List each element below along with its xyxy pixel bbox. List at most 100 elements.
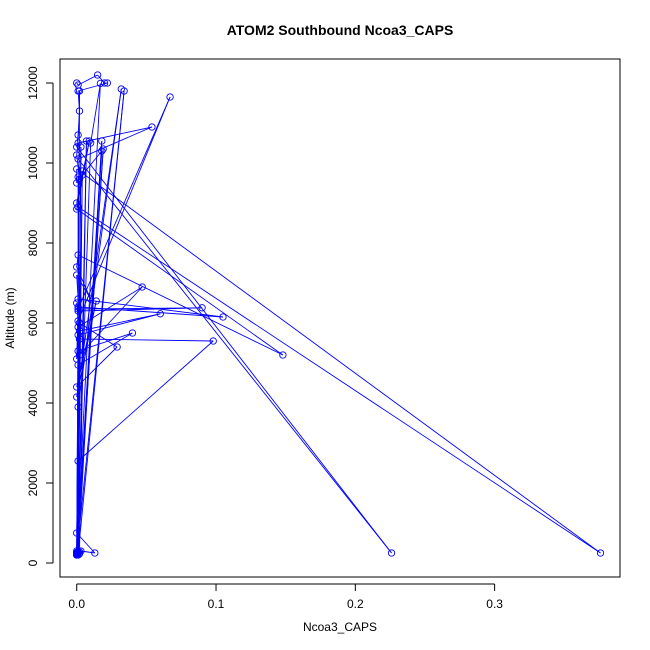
series-segment — [77, 158, 392, 554]
data-point — [74, 347, 82, 355]
data-point — [74, 173, 82, 181]
data-point — [75, 107, 84, 115]
data-point — [78, 167, 86, 175]
data-point — [85, 137, 93, 145]
x-axis-label: Ncoa3_CAPS — [303, 620, 377, 634]
data-point — [98, 147, 106, 155]
y-axis-label: Altitude (m) — [3, 287, 17, 348]
data-point — [74, 403, 82, 411]
data-point — [74, 303, 82, 311]
data-point — [279, 351, 287, 359]
y-tick-label: 10000 — [26, 146, 40, 180]
data-point — [198, 304, 206, 312]
data-point — [75, 335, 84, 343]
data-point — [73, 143, 81, 151]
data-point — [73, 205, 81, 213]
y-tick-label: 4000 — [26, 389, 40, 416]
data-point — [75, 319, 84, 327]
series-segment — [76, 146, 392, 554]
y-tick-label: 12000 — [26, 66, 40, 100]
data-point — [74, 550, 82, 558]
series-segment — [79, 338, 214, 342]
data-point — [73, 263, 81, 271]
data-point — [387, 549, 396, 557]
data-point — [73, 549, 81, 557]
y-axis: 0 2000 4000 6000 8000 10000 12000 — [26, 66, 54, 566]
x-tick-label: 0.1 — [208, 597, 225, 611]
data-point — [91, 549, 99, 557]
y-tick-label: 0 — [26, 559, 40, 566]
series-segment — [76, 83, 101, 553]
series-segment — [77, 90, 125, 554]
data-point — [98, 137, 106, 145]
y-tick-label: 6000 — [26, 309, 40, 336]
data-point — [166, 93, 174, 101]
data-point — [103, 79, 112, 87]
data-point — [74, 131, 82, 139]
data-point — [128, 329, 137, 337]
data-point — [74, 323, 82, 331]
y-tick-label: 2000 — [26, 469, 40, 496]
series-segment — [77, 206, 601, 554]
data-point — [75, 351, 84, 359]
series-segment — [79, 322, 118, 348]
y-tick-label: 8000 — [26, 229, 40, 256]
data-point — [74, 251, 82, 259]
series-segment — [77, 88, 122, 408]
data-point — [86, 139, 95, 147]
x-tick-label: 0.2 — [347, 597, 364, 611]
data-point — [96, 79, 105, 88]
data-point — [77, 143, 85, 151]
data-point — [73, 529, 81, 537]
data-point — [156, 310, 164, 318]
data-point — [113, 343, 121, 351]
data-point — [74, 457, 82, 465]
data-point — [100, 79, 109, 87]
data-point — [148, 123, 156, 131]
data-point — [92, 297, 100, 305]
data-point — [74, 155, 82, 163]
data-point — [73, 551, 81, 559]
data-point — [74, 203, 82, 211]
series-segment — [76, 208, 284, 356]
data-point — [99, 145, 107, 153]
data-point — [74, 295, 82, 303]
x-tick-label: 0.3 — [486, 597, 503, 611]
data-point — [82, 137, 91, 145]
series-segment — [76, 134, 79, 148]
series-segment — [77, 340, 214, 462]
data-point — [74, 305, 82, 313]
series-segment — [77, 313, 161, 336]
series-segment — [77, 82, 108, 92]
series-segment — [77, 96, 171, 322]
x-tick-label: 0.0 — [68, 597, 85, 611]
data-point — [78, 171, 86, 179]
data-point — [73, 383, 81, 391]
data-point — [73, 271, 81, 279]
series-segment — [77, 146, 82, 553]
series-segment — [79, 313, 161, 332]
chart-title: ATOM2 Southbound Ncoa3_CAPS — [227, 22, 454, 38]
data-point — [75, 327, 84, 335]
data-point — [596, 549, 605, 557]
data-point — [73, 79, 81, 87]
data-point — [74, 307, 82, 315]
data-point — [120, 87, 128, 95]
data-point — [74, 361, 82, 369]
series-segment — [76, 142, 92, 554]
series-segment — [77, 254, 284, 356]
data-point — [219, 313, 227, 321]
series-segment — [78, 307, 203, 310]
series-segment — [76, 82, 79, 86]
data-point — [73, 393, 81, 401]
series-segment — [76, 168, 601, 554]
data-point — [138, 283, 146, 291]
plot-frame — [59, 58, 621, 578]
series-segment — [90, 83, 101, 144]
data-point — [93, 71, 102, 79]
series-segment — [76, 150, 103, 555]
data-point — [209, 337, 217, 345]
series-segment — [77, 332, 133, 366]
data-point — [73, 151, 81, 159]
